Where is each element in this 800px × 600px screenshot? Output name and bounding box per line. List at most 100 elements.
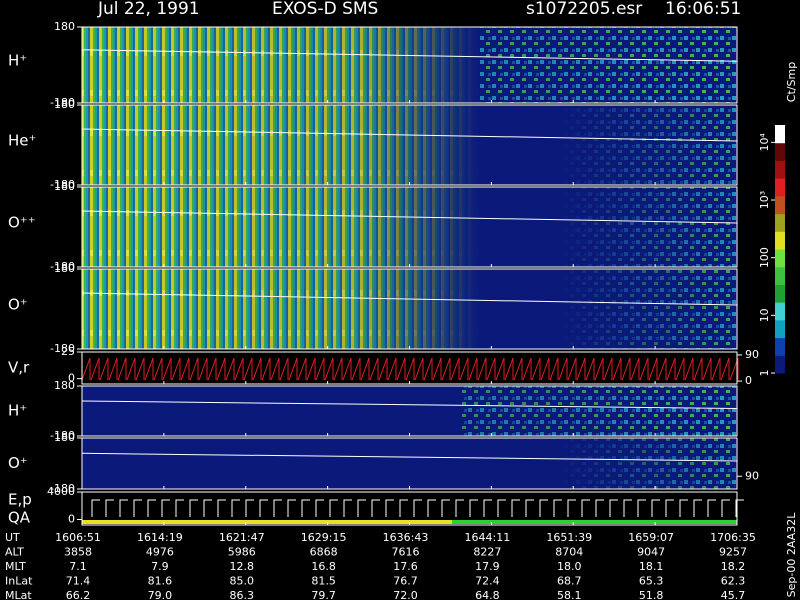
qa-trace — [301, 499, 310, 517]
velocity-trace — [333, 357, 343, 381]
table-cell: 1651:39 — [546, 531, 592, 544]
table-cell: 17.6 — [393, 560, 418, 573]
qa-trace — [581, 499, 590, 517]
velocity-trace — [414, 357, 424, 381]
qa-trace — [609, 499, 618, 517]
y-tick-label: 180 — [54, 180, 75, 193]
colorbar-segment — [775, 178, 785, 197]
panel-label: H⁺ — [8, 402, 27, 420]
table-cell: 4976 — [146, 546, 174, 559]
velocity-trace — [612, 357, 622, 381]
velocity-trace — [468, 357, 478, 381]
velocity-trace — [729, 357, 739, 381]
table-cell: 72.0 — [393, 589, 418, 600]
trace — [81, 292, 738, 306]
spectrogram-texture — [82, 438, 737, 489]
velocity-trace — [441, 357, 451, 381]
velocity-trace — [225, 357, 235, 381]
qa-trace — [245, 499, 254, 517]
velocity-trace — [558, 357, 568, 381]
qa-trace — [217, 499, 226, 517]
velocity-trace — [459, 357, 469, 381]
velocity-trace — [504, 357, 514, 381]
table-cell: 9047 — [637, 546, 665, 559]
qa-trace — [147, 499, 156, 517]
velocity-trace — [306, 357, 316, 381]
table-cell: 1706:35 — [710, 531, 756, 544]
y-tick-label: -180 — [50, 260, 75, 273]
table-cell: 85.0 — [230, 575, 255, 588]
qa-trace — [343, 499, 352, 517]
velocity-trace — [99, 357, 109, 381]
velocity-trace — [279, 357, 289, 381]
y-tick-label: 180 — [54, 431, 75, 444]
velocity-trace — [720, 357, 730, 381]
colorbar-segment — [775, 142, 785, 161]
table-cell: 6868 — [310, 546, 338, 559]
velocity-trace — [630, 357, 640, 381]
velocity-trace — [144, 357, 154, 381]
qa-trace — [315, 499, 324, 517]
trace — [81, 452, 738, 462]
velocity-trace — [495, 357, 505, 381]
qa-trace — [189, 499, 198, 517]
table-cell: 1636:43 — [383, 531, 429, 544]
spectrogram-texture — [460, 386, 737, 436]
table-cell: 17.9 — [475, 560, 500, 573]
colorbar-segment — [775, 160, 785, 179]
y-tick-label: -180 — [50, 178, 75, 191]
velocity-trace — [486, 357, 496, 381]
y-tick-label: 180 — [54, 262, 75, 275]
colorbar-segment — [775, 249, 785, 268]
qa-trace — [287, 499, 296, 517]
colorbar-segment — [775, 195, 785, 215]
velocity-trace — [711, 357, 721, 381]
y2-tick-label: 0 — [745, 374, 752, 387]
table-cell: 79.0 — [148, 589, 173, 600]
velocity-trace — [207, 357, 217, 381]
table-cell: 58.1 — [557, 589, 582, 600]
table-cell: 81.5 — [311, 575, 336, 588]
y-tick-label: 4000 — [47, 485, 75, 498]
table-cell: 76.7 — [393, 575, 418, 588]
table-cell: 68.7 — [557, 575, 582, 588]
velocity-trace — [153, 357, 163, 381]
velocity-trace — [189, 357, 199, 381]
table-cell: 7.9 — [151, 560, 169, 573]
colorbar-tick-label: 10⁴ — [758, 133, 771, 152]
panel-bg — [82, 492, 737, 525]
qa-bar — [452, 520, 737, 524]
table-cell: 7616 — [392, 546, 420, 559]
panel-label: H⁺ — [8, 52, 27, 70]
velocity-trace — [288, 357, 298, 381]
velocity-trace — [675, 357, 685, 381]
table-cell: 86.3 — [230, 589, 255, 600]
colorbar-tick-label: 1 — [758, 370, 771, 377]
trace — [81, 400, 738, 409]
velocity-trace — [216, 357, 226, 381]
colorbar-segment — [775, 125, 785, 144]
velocity-trace — [315, 357, 325, 381]
table-cell: 12.8 — [230, 560, 255, 573]
table-cell: 65.3 — [639, 575, 664, 588]
velocity-trace — [252, 357, 262, 381]
velocity-trace — [594, 357, 604, 381]
velocity-trace — [270, 357, 280, 381]
velocity-trace — [639, 357, 649, 381]
qa-trace — [441, 499, 450, 517]
table-cell: 7.1 — [69, 560, 87, 573]
table-cell: 1621:47 — [219, 531, 265, 544]
panel-label: O⁺⁺ — [8, 214, 36, 232]
panel-label: E,p — [8, 491, 32, 509]
table-cell: 71.4 — [66, 575, 91, 588]
velocity-trace — [621, 357, 631, 381]
colorbar-segment — [775, 213, 785, 232]
qa-trace — [595, 499, 604, 517]
qa-trace — [371, 499, 380, 517]
row-label: ALT — [5, 546, 24, 559]
qa-trace — [735, 499, 744, 517]
y-tick-label: 180 — [54, 98, 75, 111]
table-cell: 5986 — [228, 546, 256, 559]
table-cell: 1606:51 — [55, 531, 101, 544]
